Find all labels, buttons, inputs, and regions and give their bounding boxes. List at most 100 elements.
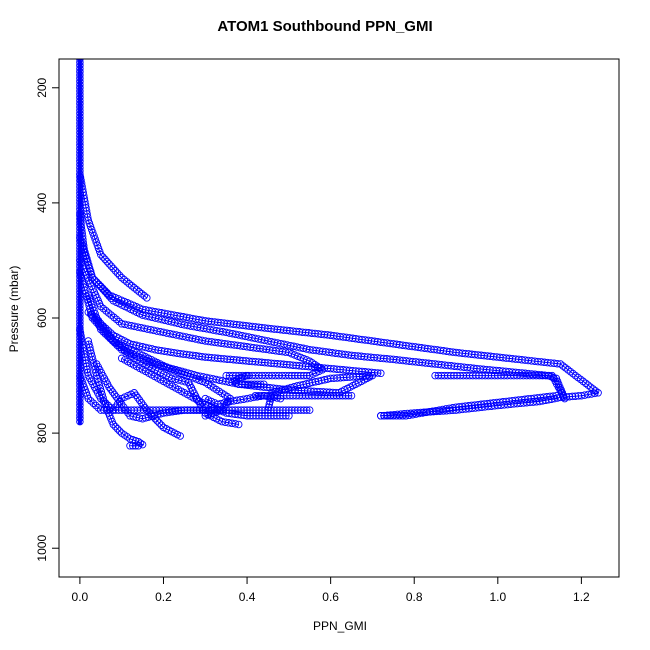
data-point	[234, 410, 242, 419]
data-point	[85, 294, 94, 302]
data-point	[105, 260, 113, 268]
data-point	[576, 375, 585, 384]
data-point	[88, 314, 97, 322]
data-point	[92, 401, 100, 410]
data-point	[101, 255, 109, 264]
data-point	[89, 313, 98, 321]
data-point	[178, 377, 186, 385]
data-point	[113, 269, 122, 277]
data-point	[231, 410, 239, 418]
data-point	[89, 228, 97, 237]
data-point	[569, 369, 577, 378]
data-point	[140, 292, 149, 300]
data-point	[260, 380, 268, 388]
data-point	[104, 309, 113, 317]
y-tick-label: 600	[35, 308, 49, 328]
data-point	[89, 303, 97, 312]
data-point	[87, 310, 95, 319]
y-tick-label: 200	[35, 77, 49, 97]
data-point	[107, 311, 115, 319]
data-point	[102, 324, 110, 333]
data-point	[264, 412, 272, 420]
data-point	[102, 327, 110, 335]
data-point	[132, 286, 141, 294]
data-point	[344, 391, 353, 400]
data-point	[97, 406, 105, 414]
data-point	[103, 406, 111, 414]
data-point	[108, 388, 117, 396]
data-point	[157, 421, 166, 429]
y-tick-label: 800	[35, 423, 49, 443]
data-point	[137, 398, 146, 407]
data-point	[101, 287, 109, 296]
x-tick-label: 0.2	[155, 590, 172, 604]
data-point	[222, 371, 230, 380]
data-point	[99, 322, 108, 330]
data-point	[130, 284, 138, 292]
data-point	[193, 406, 201, 414]
data-point	[92, 315, 100, 323]
data-point	[246, 406, 254, 414]
data-point	[138, 440, 147, 449]
data-point	[92, 314, 101, 322]
data-point	[267, 406, 275, 414]
data-point	[559, 362, 567, 370]
data-point	[109, 420, 118, 429]
data-point	[294, 371, 302, 380]
data-point	[335, 391, 344, 400]
data-point	[276, 412, 284, 420]
data-point	[564, 366, 572, 374]
data-point	[264, 406, 272, 414]
data-point	[323, 391, 332, 400]
data-point	[134, 394, 142, 402]
data-point	[107, 294, 115, 303]
data-point	[232, 379, 241, 387]
data-point	[549, 392, 557, 400]
data-point	[579, 377, 587, 386]
data-point	[556, 360, 565, 368]
data-point	[255, 406, 263, 414]
data-point	[147, 410, 155, 419]
data-point	[120, 345, 128, 354]
data-point	[294, 406, 302, 414]
data-point	[341, 391, 350, 400]
data-point	[190, 406, 198, 414]
data-point	[84, 308, 93, 316]
data-point	[111, 267, 120, 275]
series-line-8	[87, 340, 144, 447]
data-point	[131, 442, 140, 450]
data-point	[130, 389, 138, 397]
data-point	[151, 414, 159, 423]
data-point	[297, 371, 305, 380]
data-point	[99, 304, 108, 313]
data-point	[347, 391, 356, 400]
data-point	[104, 326, 113, 335]
data-point	[87, 300, 96, 309]
data-point	[265, 400, 274, 409]
data-point	[256, 380, 265, 388]
data-point	[137, 290, 146, 298]
data-point	[214, 406, 222, 414]
data-point	[117, 273, 126, 282]
data-point	[134, 442, 143, 450]
data-point	[577, 391, 586, 400]
data-point	[153, 417, 161, 425]
data-point	[552, 391, 561, 400]
data-point	[282, 406, 290, 414]
data-point	[303, 406, 311, 414]
data-point	[249, 412, 257, 420]
data-point	[171, 375, 179, 383]
data-point	[332, 391, 341, 400]
data-point	[285, 406, 293, 414]
data-point	[110, 313, 118, 322]
data-point	[143, 294, 151, 302]
data-point	[574, 373, 582, 382]
data-point	[561, 364, 570, 372]
data-point	[122, 348, 131, 356]
data-point	[574, 392, 583, 400]
data-point	[113, 425, 122, 433]
data-point	[581, 379, 590, 387]
data-point	[589, 385, 597, 393]
data-point	[155, 419, 164, 427]
x-tick-label: 0.6	[322, 590, 339, 604]
